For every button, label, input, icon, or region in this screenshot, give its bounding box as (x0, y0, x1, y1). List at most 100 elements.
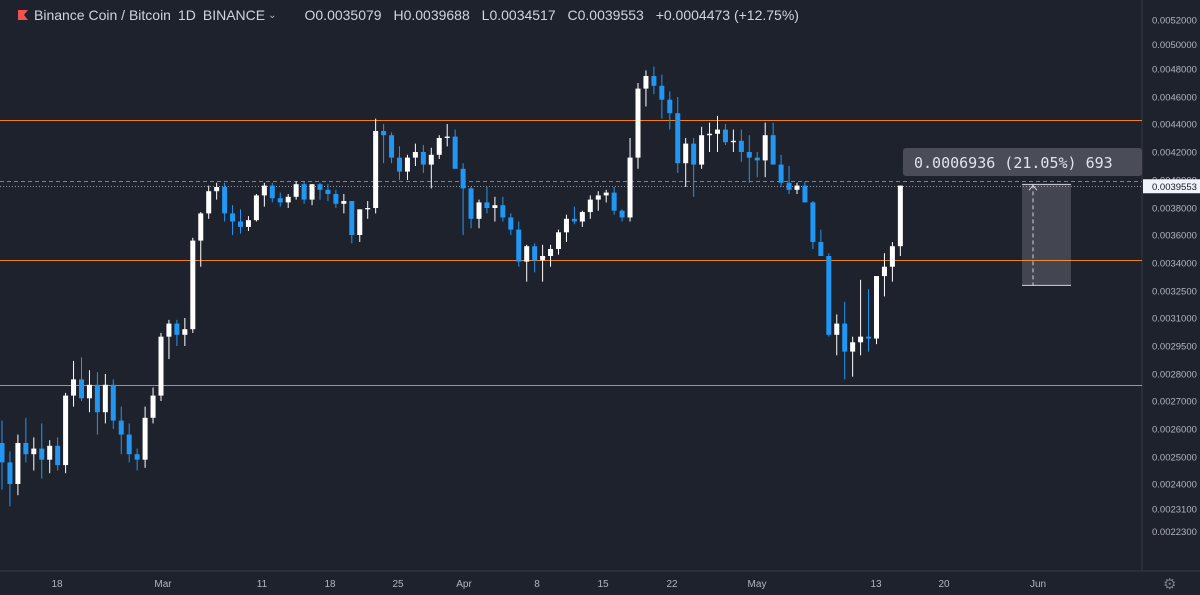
candle-body (810, 202, 816, 242)
x-tick-label: 13 (870, 579, 882, 590)
candle-body (635, 88, 641, 158)
candle-body (571, 218, 577, 222)
candle-body (826, 256, 832, 335)
x-tick-label: 18 (51, 579, 63, 590)
candle-body (150, 395, 156, 418)
x-tick-label: Jun (1030, 579, 1046, 590)
candle-body (238, 221, 243, 227)
candle-body (15, 443, 21, 484)
candle-body (142, 417, 148, 460)
candle-body (444, 136, 450, 138)
candle-body (349, 201, 355, 235)
candle-body (134, 454, 140, 460)
candle-body (94, 384, 100, 413)
candle-body (277, 198, 283, 203)
candle-body (850, 342, 856, 352)
candle-body (556, 232, 561, 249)
y-tick-label: 0.0052000 (1152, 16, 1197, 27)
x-tick-label: 8 (534, 579, 540, 590)
chevron-down-icon[interactable]: ⌄ (268, 9, 277, 21)
x-tick-label: 18 (324, 579, 336, 590)
y-tick-label: 0.0029500 (1152, 342, 1197, 353)
open-value: O0.0035079 (304, 7, 382, 23)
candle-body (269, 185, 275, 199)
candle-body (651, 76, 657, 86)
candle-body (524, 246, 530, 262)
candle-body (834, 323, 840, 335)
exchange-label[interactable]: BINANCE (202, 7, 266, 23)
y-tick-label: 0.0050000 (1152, 40, 1197, 51)
candle-body (436, 138, 442, 155)
chart-header-legend: Binance Coin / Bitcoin 1D BINANCE ⌄ O0.0… (0, 0, 807, 30)
candle-body (404, 157, 410, 172)
candle-body (7, 462, 13, 484)
x-tick-label: May (748, 579, 767, 590)
candle-body (802, 185, 808, 203)
candle-body (31, 448, 37, 455)
candle-body (548, 249, 554, 256)
x-tick-label: 22 (666, 579, 678, 590)
candle-body (897, 185, 903, 247)
interval-label[interactable]: 1D (177, 7, 196, 23)
candle-body (341, 201, 347, 204)
candle-body (794, 185, 800, 190)
gear-icon[interactable]: ⚙ (1163, 576, 1177, 593)
candle-body (532, 246, 538, 261)
candle-body (770, 135, 776, 165)
y-tick-label: 0.0022300 (1152, 527, 1197, 538)
close-value: C0.0039553 (567, 7, 644, 23)
candle-body (206, 191, 212, 214)
candle-body (627, 157, 633, 218)
candle-body (611, 192, 617, 211)
measure-range-box (1022, 184, 1071, 286)
time-axis[interactable]: 18 Mar 11 18 25 Apr 8 15 22 May 13 20 Jun (51, 579, 1046, 590)
candle-body (818, 242, 824, 256)
candle-body (357, 209, 363, 235)
measure-tool[interactable]: 0.0006936 (21.05%) 693 (903, 148, 1142, 286)
candle-body (516, 229, 522, 262)
y-tick-label: 0.0044000 (1152, 120, 1197, 131)
candle-body (412, 152, 418, 158)
x-tick-label: Apr (456, 579, 472, 590)
y-tick-label: 0.0023100 (1152, 505, 1197, 516)
candle-body (102, 384, 108, 413)
candle-body (230, 213, 236, 222)
y-tick-label: 0.0026000 (1152, 425, 1197, 436)
candle-body (214, 187, 220, 192)
candle-body (881, 266, 887, 277)
candle-body (126, 434, 132, 455)
candle-body (858, 336, 864, 343)
candles-layer (0, 66, 903, 507)
y-tick-label: 0.0034000 (1152, 259, 1197, 270)
candle-body (842, 323, 848, 352)
symbol-name[interactable]: Binance Coin / Bitcoin (34, 7, 171, 23)
candle-body (579, 212, 585, 222)
candle-body (452, 136, 458, 169)
candle-body (301, 184, 307, 200)
candle-body (285, 196, 291, 203)
candle-body (468, 188, 474, 219)
candle-body (508, 217, 514, 230)
candle-body (730, 140, 736, 143)
y-tick-label: 0.0025000 (1152, 453, 1197, 464)
candle-body (500, 205, 506, 218)
candle-body (603, 192, 609, 196)
last-price-label: 0.0039553 (1152, 182, 1197, 193)
candle-body (746, 152, 752, 158)
candle-body (71, 379, 77, 396)
candle-body (667, 99, 673, 114)
price-axis[interactable]: 0.0052000 0.0050000 0.0048000 0.0046000 0.00… (1143, 16, 1200, 539)
candle-body (786, 182, 792, 190)
candle-body (373, 131, 379, 208)
candle-body (762, 135, 768, 161)
measure-arrow-icon (1028, 184, 1038, 191)
candle-body (333, 194, 339, 204)
candle-body (381, 131, 387, 136)
candle-body (492, 205, 498, 208)
y-tick-label: 0.0042000 (1152, 148, 1197, 159)
candle-body (39, 448, 45, 460)
candle-body (643, 76, 649, 89)
candle-body (253, 195, 259, 221)
candle-body (460, 168, 466, 189)
